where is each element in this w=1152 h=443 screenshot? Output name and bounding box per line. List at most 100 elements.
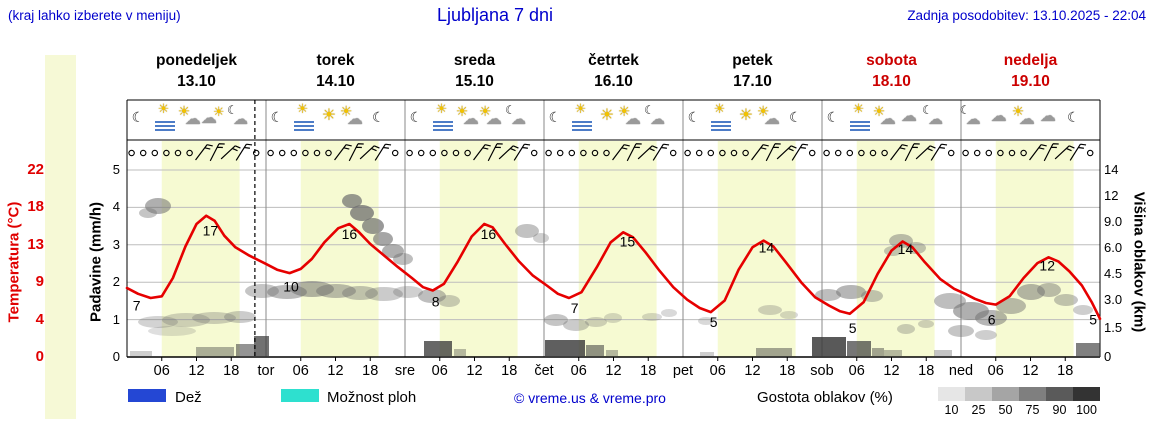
wind-barb-icon: [220, 145, 241, 160]
wind-calm-circle: [391, 149, 399, 157]
cloud-blob: [585, 317, 607, 327]
x-hour-label: 12: [605, 363, 622, 379]
cloud-blob: [373, 232, 393, 246]
cloud-blob: [224, 311, 256, 323]
moon-icon: ☾: [409, 109, 423, 125]
sun-cloud-icon: ☀ ☁: [455, 103, 479, 128]
cloud-blob: [139, 208, 157, 218]
temperature-tick: 22: [27, 161, 44, 178]
credit-link[interactable]: © vreme.us & vreme.pro: [514, 390, 666, 406]
moon-cloud-icon: ☾ ☁: [921, 103, 943, 128]
wind-barb-icon: [930, 143, 948, 161]
wind-calm-circle: [441, 149, 448, 157]
ground-cloud-bar: [424, 341, 452, 357]
wind-calm-circle: [742, 149, 749, 157]
wind-calm-circle: [1020, 149, 1027, 157]
temperature-axis-title: Temperatura (°C): [5, 201, 23, 323]
cloud-blob: [948, 325, 974, 337]
temperature-value-label: 5: [1089, 312, 1097, 328]
wind-barb-icon: [637, 145, 658, 160]
day-header-nedelja: nedelja 19.10: [956, 50, 1106, 92]
x-hour-label: 12: [883, 363, 900, 379]
wind-barb-icon: [195, 144, 213, 161]
wind-calm-circle: [128, 149, 135, 157]
ground-cloud-bar: [196, 347, 234, 357]
wind-barb-icon: [487, 143, 503, 162]
x-hour-label: 06: [153, 363, 170, 379]
wind-barb-path: [498, 145, 519, 160]
temperature-value-label: 5: [710, 314, 718, 330]
precip-tick: 2: [112, 274, 120, 290]
showers-legend-swatch: [281, 389, 319, 402]
wind-calm-circle: [719, 149, 726, 157]
wind-calm-circle: [325, 149, 332, 157]
fog-sun-icon: ☀: [287, 102, 321, 138]
wind-barb-path: [1054, 145, 1075, 160]
wind-calm-circle: [302, 149, 309, 157]
day-name: četrtek: [588, 52, 639, 69]
wind-calm-circle: [580, 149, 587, 157]
cloud-blob: [438, 295, 460, 307]
wind-calm-circle: [669, 149, 677, 157]
wind-barb-icon: [1054, 145, 1075, 160]
wind-calm-circle: [1008, 149, 1016, 157]
wind-barb-icon: [473, 144, 491, 161]
day-date: 19.10: [1011, 73, 1050, 90]
wind-calm-circle: [985, 149, 993, 157]
wind-calm-circle: [973, 149, 981, 157]
moon-cloud-icon: ☾ ☁: [959, 103, 981, 128]
last-update-text: Zadnja posodobitev: 13.10.2025 - 22:04: [907, 8, 1146, 23]
sun-cloud-icon: ☀ ☁: [756, 103, 780, 128]
x-hour-label: 06: [709, 363, 726, 379]
sun-cloud-icon: ☀ ☁: [872, 103, 896, 128]
x-hour-label: 18: [1057, 363, 1074, 379]
wind-barb-icon: [626, 143, 642, 162]
cloud-blob: [1017, 284, 1045, 300]
day-header-torek: torek 14.10: [261, 50, 411, 92]
wind-barb-icon: [1029, 144, 1047, 161]
x-hour-label: 12: [188, 363, 205, 379]
day-header-četrtek: četrtek 16.10: [539, 50, 689, 92]
wind-barb-icon: [652, 143, 670, 161]
x-day-abbr: ned: [948, 363, 974, 379]
ground-cloud-bar: [934, 350, 952, 357]
rain-legend-swatch: [128, 389, 166, 402]
wind-calm-circle: [947, 149, 955, 157]
cloud-density-level: 90: [1052, 403, 1067, 417]
ground-cloud-bar: [884, 350, 902, 357]
wind-calm-circle: [290, 149, 298, 157]
x-day-abbr: čet: [534, 363, 554, 379]
wind-calm-circle: [707, 149, 715, 157]
temperature-tick: 0: [35, 348, 44, 365]
wind-barb-path: [930, 143, 948, 161]
wind-calm-circle: [730, 149, 738, 157]
cloud-density-swatch: [1073, 387, 1100, 401]
cloud-blob: [996, 298, 1026, 314]
x-day-abbr: pet: [672, 363, 694, 379]
temperature-value-label: 17: [203, 223, 219, 239]
wind-calm-circle: [881, 149, 888, 157]
wind-barb-path: [195, 144, 213, 161]
wind-calm-circle: [962, 149, 969, 157]
x-hour-label: 18: [362, 363, 379, 379]
day-header-petek: petek 17.10: [678, 50, 828, 92]
wind-barb-path: [1069, 143, 1087, 161]
day-header-ponedeljek: ponedeljek 13.10: [122, 50, 272, 92]
cloud-blob: [148, 326, 196, 336]
left-axis-strip: [45, 55, 76, 419]
wind-calm-circle: [151, 149, 159, 157]
wind-barb-path: [374, 143, 392, 161]
cloud-blob: [362, 218, 384, 234]
cloud-blob: [544, 314, 568, 326]
wind-barb-icon: [374, 143, 392, 161]
cloud-blob: [533, 233, 549, 243]
temperature-value-label: 16: [342, 226, 358, 242]
x-hour-label: 06: [570, 363, 587, 379]
ground-cloud-bar: [1076, 343, 1100, 357]
sun-cloud-icon: ☀ ☁: [617, 103, 641, 128]
moon-icon: ☾: [1066, 109, 1080, 125]
wind-calm-circle: [556, 149, 564, 157]
cloud-density-level: 50: [998, 403, 1013, 417]
cloud-height-tick: 4.5: [1104, 266, 1123, 281]
x-hour-label: 12: [1022, 363, 1039, 379]
